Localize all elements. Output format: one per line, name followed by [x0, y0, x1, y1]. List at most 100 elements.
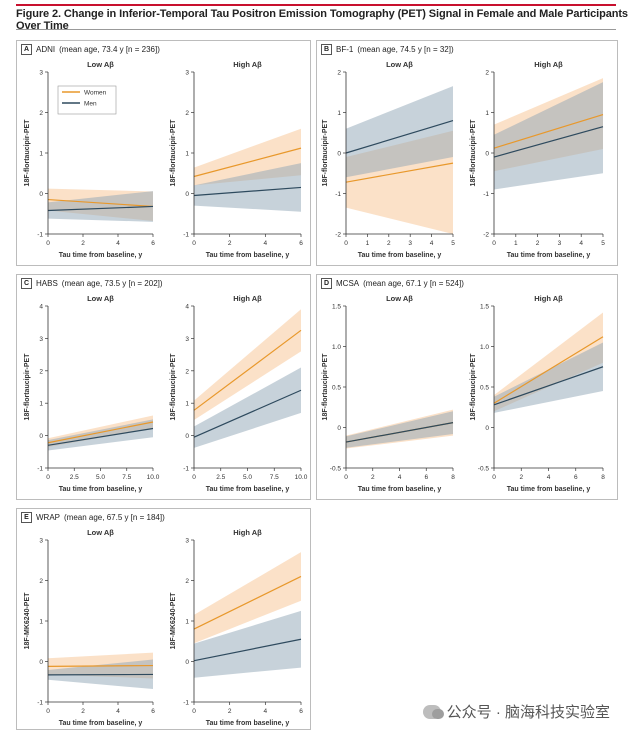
- panel-letter: A: [21, 44, 32, 55]
- panel-cohort: HABS: [36, 279, 58, 288]
- y-tick-label: 1: [39, 151, 43, 158]
- y-tick-label: 2: [185, 578, 189, 585]
- men-ci-band: [48, 191, 153, 222]
- x-tick-label: 4: [116, 240, 120, 247]
- x-tick-label: 0: [46, 474, 50, 481]
- panel-letter: B: [321, 44, 332, 55]
- x-tick-label: 2: [81, 708, 85, 715]
- panel-header: C HABS (mean age, 73.5 y [n = 202]): [21, 278, 163, 289]
- x-axis-label: Tau time from baseline, y: [358, 486, 442, 493]
- chart-bf1-high: High Aβ -2 -1 0 1 2 0 1 2 3 4 5 Tau time from baseli…: [470, 60, 605, 259]
- x-tick-label: 2: [387, 240, 391, 247]
- women-trend-line: [193, 329, 302, 411]
- x-tick-label: 1: [514, 240, 518, 247]
- men-ci-band: [346, 411, 453, 448]
- panel-letter: E: [21, 512, 32, 523]
- panel-cohort: WRAP: [36, 513, 60, 522]
- women-trend-line: [193, 575, 302, 630]
- subplot-title: High Aβ: [534, 60, 563, 69]
- x-tick-label: 6: [299, 708, 303, 715]
- women-trend-line: [345, 162, 454, 183]
- panel-letter: C: [21, 278, 32, 289]
- y-tick-label: 1: [39, 619, 43, 626]
- x-tick-label: 2.5: [70, 474, 79, 481]
- y-tick-label: 0: [485, 151, 489, 158]
- women-trend-line: [493, 113, 604, 149]
- y-axis-label: 18F-flortaucipir-PET: [470, 353, 477, 421]
- y-tick-label: -1: [37, 466, 43, 473]
- men-ci-band: [194, 163, 301, 212]
- y-axis-label: 18F-flortaucipir-PET: [322, 353, 329, 421]
- x-axis-label: Tau time from baseline, y: [358, 252, 442, 259]
- y-tick-label: 3: [39, 70, 43, 77]
- title-divider: [16, 29, 616, 30]
- panel-bf1: B BF-1 (mean age, 74.5 y [n = 32]): [316, 40, 618, 266]
- y-tick-label: 3: [185, 70, 189, 77]
- y-tick-label: -2: [335, 232, 341, 239]
- y-tick-label: -1: [37, 232, 43, 239]
- y-tick-label: 0: [337, 151, 341, 158]
- men-trend-line: [47, 205, 154, 212]
- women-trend-line: [47, 664, 154, 667]
- x-axis-label: Tau time from baseline, y: [59, 252, 143, 259]
- subplot-title: Low Aβ: [386, 294, 413, 303]
- subplot-title: Low Aβ: [87, 528, 114, 537]
- x-tick-label: 6: [574, 474, 578, 481]
- x-tick-label: 6: [424, 474, 428, 481]
- y-tick-label: -1: [483, 191, 489, 198]
- x-tick-label: 2: [228, 240, 232, 247]
- y-axis-label: 18F-flortaucipir-PET: [470, 119, 477, 187]
- y-tick-label: 1: [185, 151, 189, 158]
- title-accent-rule: [16, 4, 616, 6]
- x-tick-label: 2.5: [216, 474, 225, 481]
- x-tick-label: 0: [46, 708, 50, 715]
- y-tick-label: 2: [39, 110, 43, 117]
- y-tick-label: 0: [39, 659, 43, 666]
- y-tick-label: 2: [337, 70, 341, 77]
- y-tick-label: 2: [185, 368, 189, 375]
- y-tick-label: 1: [485, 110, 489, 117]
- y-tick-label: 2: [485, 70, 489, 77]
- subplot-title: Low Aβ: [87, 294, 114, 303]
- y-tick-label: 2: [39, 578, 43, 585]
- panel-mcsa: D MCSA (mean age, 67.1 y [n = 524]): [316, 274, 618, 500]
- x-tick-label: 6: [151, 708, 155, 715]
- x-tick-label: 3: [408, 240, 412, 247]
- panel-header: D MCSA (mean age, 67.1 y [n = 524]): [321, 278, 464, 289]
- x-tick-label: 1: [366, 240, 370, 247]
- x-tick-label: 7.5: [270, 474, 279, 481]
- y-tick-label: 0: [39, 191, 43, 198]
- y-tick-label: 3: [185, 336, 189, 343]
- x-tick-label: 8: [601, 474, 605, 481]
- panel-cohort: BF-1: [336, 45, 354, 54]
- x-tick-label: 5: [601, 240, 605, 247]
- y-tick-label: 1: [185, 619, 189, 626]
- men-trend-line: [345, 120, 454, 154]
- x-tick-label: 4: [264, 240, 268, 247]
- y-tick-label: 0.5: [480, 385, 489, 392]
- men-trend-line: [345, 422, 454, 443]
- y-tick-label: 3: [39, 538, 43, 545]
- subplot-title: Low Aβ: [386, 60, 413, 69]
- subplot-title: Low Aβ: [87, 60, 114, 69]
- y-tick-label: 0: [185, 433, 189, 440]
- y-tick-label: 0: [185, 191, 189, 198]
- y-tick-label: 1.0: [480, 344, 489, 351]
- y-axis-label: 18F-flortaucipir-PET: [24, 119, 31, 187]
- x-tick-label: 4: [579, 240, 583, 247]
- x-axis-label: Tau time from baseline, y: [206, 252, 290, 259]
- x-axis-label: Tau time from baseline, y: [507, 486, 591, 493]
- x-tick-label: 4: [547, 474, 551, 481]
- women-trend-line: [493, 336, 604, 404]
- y-tick-label: 1.5: [332, 304, 341, 311]
- women-ci-band: [194, 309, 301, 421]
- x-tick-label: 5: [451, 240, 455, 247]
- men-ci-band: [194, 367, 301, 448]
- y-axis-label: 18F-MK6240-PET: [24, 592, 31, 650]
- x-tick-label: 4: [398, 474, 402, 481]
